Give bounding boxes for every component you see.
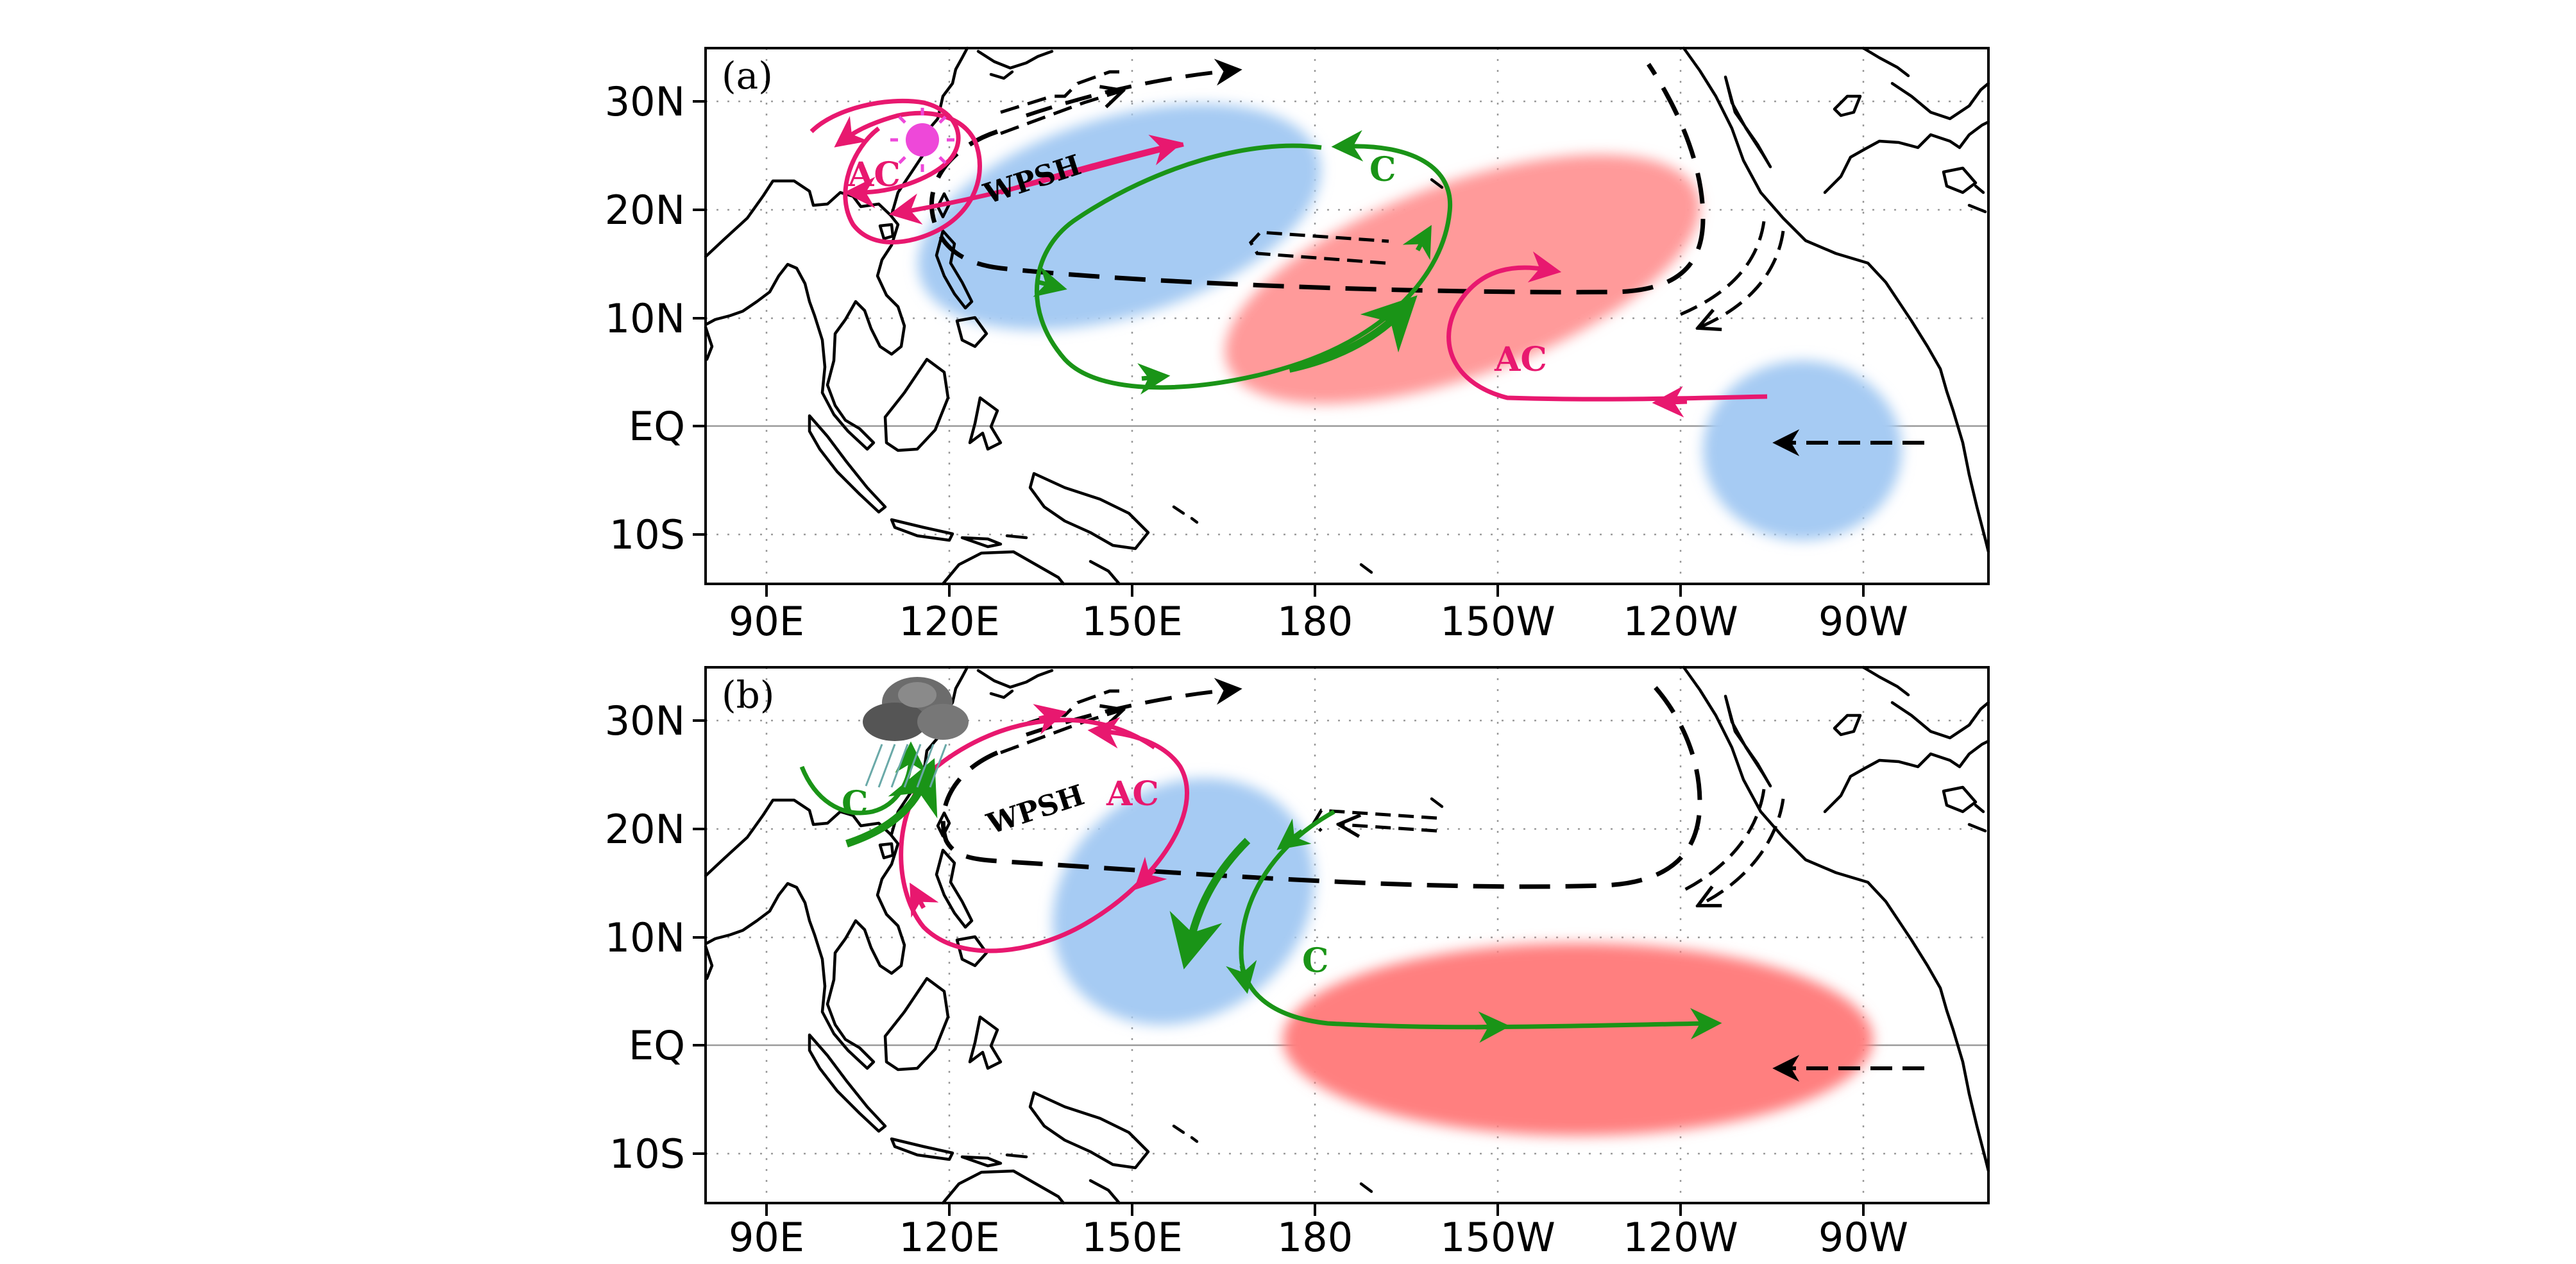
y-tick-label: 30N: [605, 697, 685, 744]
x-tick-label: 90E: [729, 598, 804, 645]
x-axis-ticks-a: 90E 120E 150E 180 150W 120W 90W: [729, 584, 1908, 645]
panel-a-frame: [704, 47, 1990, 585]
label-c-a: C: [1369, 150, 1396, 189]
anomalous-wind-arrow-east: [1700, 230, 1785, 327]
label-c-east-b: C: [1302, 941, 1328, 980]
x-tick-label: 120E: [899, 1214, 1000, 1261]
x-tick-label: 90E: [729, 1214, 804, 1261]
panel-a-label: (a): [722, 54, 773, 98]
y-tick-label: 10N: [605, 295, 685, 342]
y-tick-label: EQ: [629, 1022, 685, 1069]
x-tick-label: 90W: [1818, 598, 1908, 645]
anomalous-wind-arrow-central: [1248, 230, 1389, 265]
anomalous-wind-arrow-east: [1700, 798, 1785, 905]
anticyclone-loop-b: [899, 717, 1189, 953]
x-tick-label: 180: [1277, 1214, 1353, 1261]
x-tick-label: 120W: [1623, 598, 1738, 645]
y-tick-label: 10S: [609, 511, 685, 558]
label-c-north-b: C: [842, 784, 868, 823]
panel-a: (a) WPSH C AC AC 30N 20N 10N EQ 10S: [605, 46, 1990, 645]
x-tick-label: 150W: [1440, 598, 1555, 645]
circulation-arrows: [809, 99, 1768, 418]
label-wpsh-b: WPSH: [983, 779, 1089, 841]
panel-b-label: (b): [722, 673, 774, 717]
warm-anomaly-cp: [1224, 154, 1700, 404]
warm-anomaly-ep: [1283, 943, 1873, 1136]
x-tick-label: 150W: [1440, 1214, 1555, 1261]
label-ac-east-a: AC: [1494, 340, 1547, 379]
x-tick-label: 180: [1277, 598, 1353, 645]
sun-icon: [890, 108, 954, 172]
wind-arrow-jet: [1026, 678, 1242, 737]
cold-anomaly-ep: [1703, 361, 1902, 540]
y-tick-label: 20N: [605, 187, 685, 234]
y-tick-label: 10N: [605, 914, 685, 961]
green-bold-arrow-north-b: [845, 758, 938, 848]
anomalous-wind-arrow-central: [1311, 808, 1437, 832]
wpsh-contour: [929, 63, 1706, 295]
green-bold-arrow-a: [1288, 295, 1418, 373]
coastlines: [704, 46, 1990, 586]
y-tick-label: 30N: [605, 78, 685, 125]
anticyclone-north-spiral: [809, 99, 961, 209]
label-ac-b: AC: [1106, 774, 1159, 814]
cyclone-east-b: [1239, 809, 1722, 1039]
circulation-arrows: [799, 704, 1722, 1043]
panel-b: (b) WPSH AC C C 30N 20N 10N EQ 10S: [605, 665, 1990, 1261]
sst-anomaly-shading: [917, 103, 1902, 540]
x-tick-label: 150E: [1081, 1214, 1183, 1261]
y-tick-label: 10S: [609, 1131, 685, 1177]
x-tick-label: 90W: [1818, 1214, 1908, 1261]
label-ac-north-a: AC: [847, 155, 901, 194]
x-tick-label: 120E: [899, 598, 1000, 645]
wind-arrow-jet: [1026, 58, 1242, 117]
x-axis-ticks-b: 90E 120E 150E 180 150W 120W 90W: [729, 1203, 1908, 1261]
coastlines: [704, 665, 1990, 1205]
rain-cloud-icon: [863, 677, 969, 788]
x-tick-label: 120W: [1623, 1214, 1738, 1261]
green-bold-arrow-b: [1169, 837, 1251, 969]
y-axis-ticks-a: 30N 20N 10N EQ 10S: [605, 78, 706, 558]
x-tick-label: 150E: [1081, 598, 1183, 645]
y-axis-ticks-b: 30N 20N 10N EQ 10S: [605, 697, 706, 1177]
wind-arrows: [1000, 58, 1924, 456]
anomalous-wind-arrow-north: [1000, 70, 1119, 114]
wind-arrows: [1000, 678, 1924, 1082]
y-tick-label: 20N: [605, 806, 685, 853]
cold-anomaly-wnp: [917, 103, 1321, 330]
panel-b-frame: [704, 666, 1990, 1204]
gridlines: [706, 667, 1988, 1203]
y-tick-label: EQ: [629, 403, 685, 450]
wpsh-contour: [940, 678, 1702, 889]
